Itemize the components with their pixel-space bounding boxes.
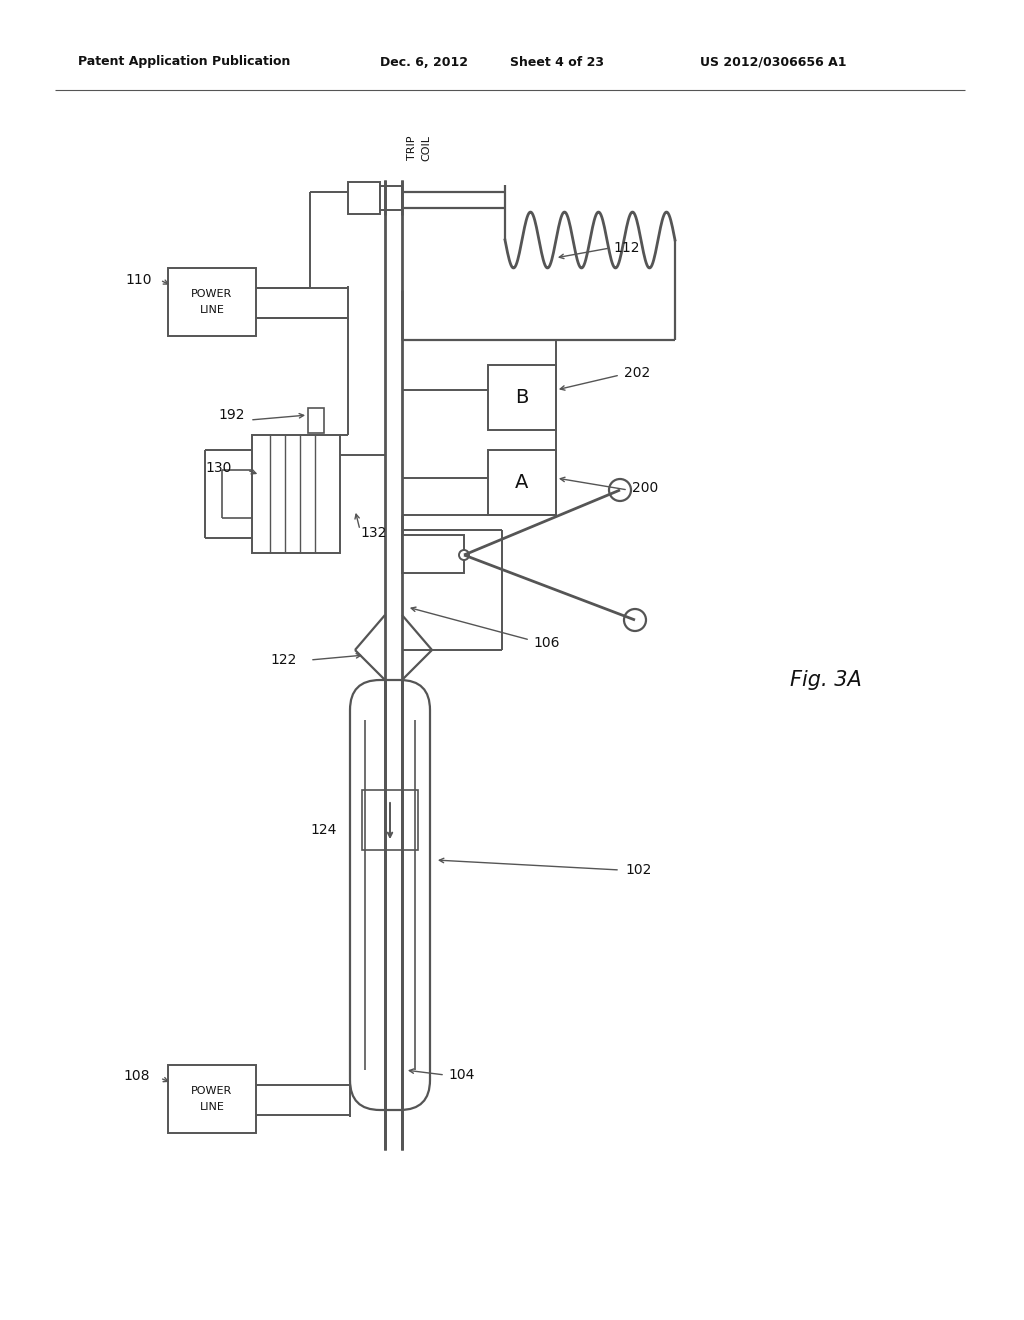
Text: 200: 200 [632,480,658,495]
Text: COIL: COIL [421,135,431,161]
Text: Dec. 6, 2012: Dec. 6, 2012 [380,55,468,69]
Text: LINE: LINE [200,305,224,315]
Text: B: B [515,388,528,407]
Text: 132: 132 [360,525,386,540]
Text: Sheet 4 of 23: Sheet 4 of 23 [510,55,604,69]
Text: A: A [515,473,528,492]
Text: 130: 130 [205,461,231,475]
Text: 110: 110 [125,273,152,286]
Text: 104: 104 [449,1068,474,1082]
Text: 112: 112 [613,242,640,255]
Text: Patent Application Publication: Patent Application Publication [78,55,291,69]
Bar [488,450,556,515]
Bar [380,186,402,210]
Circle shape [459,550,469,560]
Text: 122: 122 [270,653,296,667]
Text: POWER: POWER [191,289,232,300]
Bar [308,408,324,433]
Text: 106: 106 [534,636,559,649]
Bar [168,268,256,337]
Bar [252,436,340,553]
Text: 202: 202 [624,366,650,380]
Text: US 2012/0306656 A1: US 2012/0306656 A1 [700,55,847,69]
Text: 124: 124 [310,822,336,837]
Bar [488,366,556,430]
Text: 192: 192 [218,408,245,422]
Bar [402,535,464,573]
Bar [168,1065,256,1133]
Text: POWER: POWER [191,1086,232,1096]
Text: Fig. 3A: Fig. 3A [790,671,862,690]
Text: 108: 108 [123,1069,150,1082]
Text: LINE: LINE [200,1102,224,1111]
FancyBboxPatch shape [350,680,430,1110]
Text: TRIP: TRIP [407,136,417,160]
Bar [362,789,418,850]
Bar [348,182,380,214]
Text: 102: 102 [625,863,651,876]
